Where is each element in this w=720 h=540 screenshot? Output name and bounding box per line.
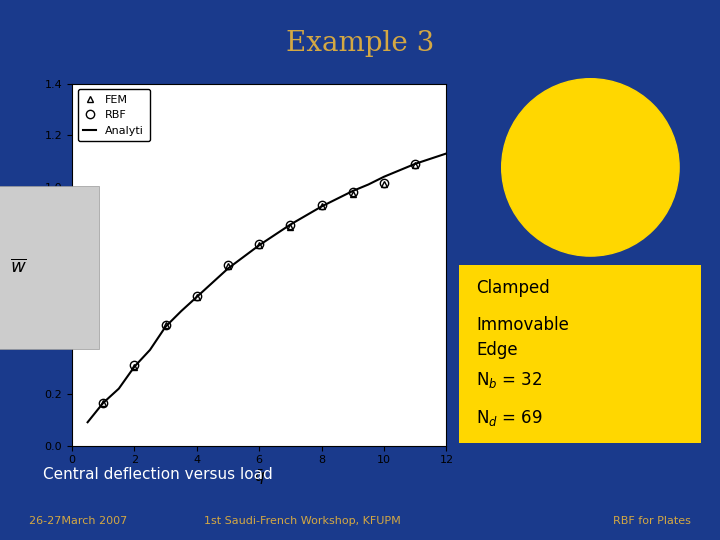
RBF: [224, 261, 233, 268]
Circle shape: [502, 79, 679, 256]
Analyti: [130, 363, 139, 370]
Line: RBF: RBF: [99, 160, 419, 407]
Text: $\overline{w}$: $\overline{w}$: [9, 258, 27, 276]
RBF: [130, 362, 139, 369]
FEM: [224, 262, 233, 269]
Legend: FEM, RBF, Analyti: FEM, RBF, Analyti: [78, 89, 150, 141]
RBF: [411, 160, 420, 167]
Text: Clamped: Clamped: [476, 279, 550, 297]
Analyti: [318, 203, 326, 210]
Analyti: [286, 221, 294, 228]
Analyti: [177, 308, 186, 314]
Analyti: [208, 280, 217, 286]
FEM: [130, 363, 139, 370]
Analyti: [99, 400, 107, 406]
Analyti: [411, 160, 420, 167]
Text: Example 3: Example 3: [286, 30, 434, 57]
FEM: [286, 224, 294, 231]
RBF: [379, 180, 388, 186]
Analyti: [379, 173, 388, 180]
Text: Central deflection versus load: Central deflection versus load: [43, 467, 273, 482]
Analyti: [145, 347, 154, 353]
RBF: [286, 221, 294, 228]
Text: N$_d$ = 69: N$_d$ = 69: [476, 408, 543, 428]
Analyti: [426, 156, 435, 162]
Analyti: [255, 242, 264, 248]
Analyti: [192, 294, 201, 300]
FEM: [255, 242, 264, 248]
X-axis label: $\bar{q}$: $\bar{q}$: [253, 468, 265, 487]
RBF: [318, 202, 326, 208]
FancyBboxPatch shape: [459, 265, 701, 443]
Text: RBF for Plates: RBF for Plates: [613, 516, 691, 526]
Analyti: [395, 167, 404, 173]
FEM: [411, 162, 420, 168]
Analyti: [271, 232, 279, 238]
Text: Edge: Edge: [476, 341, 518, 359]
Analyti: [333, 195, 341, 202]
Analyti: [364, 181, 373, 188]
Analyti: [84, 419, 92, 426]
RBF: [192, 292, 201, 299]
Text: N$_b$ = 32: N$_b$ = 32: [476, 370, 543, 390]
FEM: [161, 322, 170, 328]
Text: 26-27March 2007: 26-27March 2007: [29, 516, 127, 526]
Analyti: [224, 265, 233, 272]
RBF: [161, 322, 170, 328]
FEM: [99, 400, 107, 406]
Analyti: [348, 188, 357, 194]
RBF: [348, 189, 357, 195]
FEM: [318, 203, 326, 210]
FEM: [348, 190, 357, 197]
Analyti: [239, 254, 248, 260]
RBF: [99, 400, 107, 406]
Analyti: [114, 386, 123, 392]
Analyti: [161, 323, 170, 330]
FEM: [192, 294, 201, 300]
FEM: [379, 181, 388, 188]
Line: Analyti: Analyti: [88, 153, 446, 422]
Line: FEM: FEM: [100, 161, 418, 406]
Analyti: [302, 212, 310, 219]
RBF: [255, 241, 264, 247]
Analyti: [442, 150, 451, 157]
Text: Immovable: Immovable: [476, 316, 569, 334]
Text: 1st Saudi-French Workshop, KFUPM: 1st Saudi-French Workshop, KFUPM: [204, 516, 401, 526]
